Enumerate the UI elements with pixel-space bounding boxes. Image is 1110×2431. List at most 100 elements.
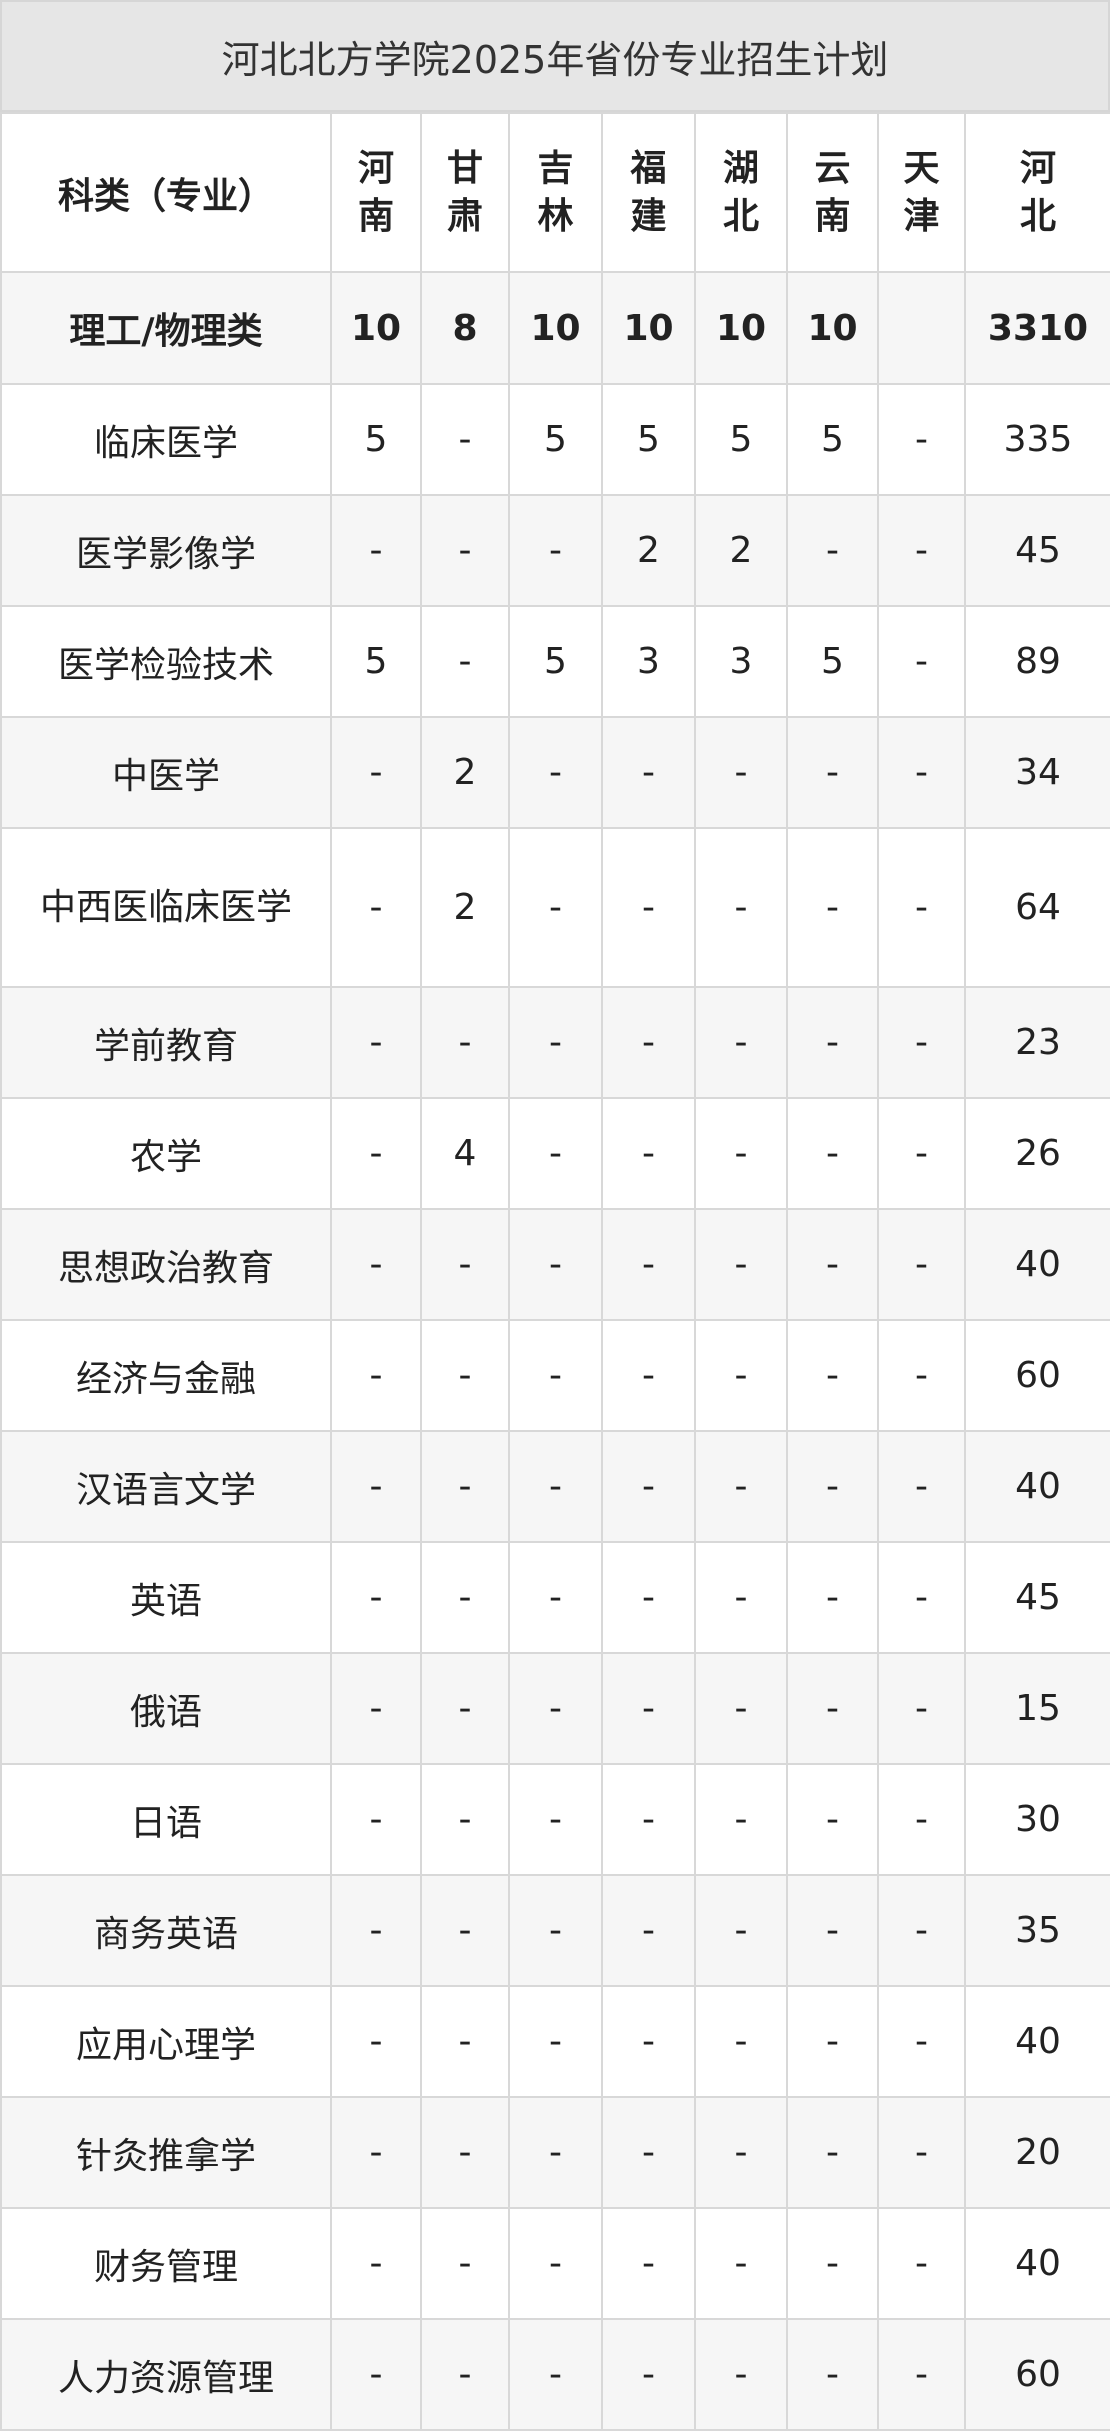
- quota-cell: -: [877, 1985, 966, 2098]
- quota-cell: -: [694, 1430, 788, 1543]
- quota-cell: -: [694, 1985, 788, 2098]
- quota-cell: 5: [330, 605, 422, 718]
- quota-cell: -: [330, 1208, 422, 1321]
- quota-cell: 34: [964, 716, 1110, 829]
- major-name: 农学: [0, 1097, 332, 1210]
- quota-cell: -: [508, 2318, 603, 2431]
- column-header-province: 湖 北: [694, 112, 788, 273]
- quota-cell: -: [877, 494, 966, 607]
- quota-cell: -: [601, 1763, 696, 1876]
- column-header-province: 河 北: [964, 112, 1110, 273]
- quota-cell: -: [786, 2207, 879, 2320]
- quota-cell: 3: [601, 605, 696, 718]
- quota-cell: -: [694, 716, 788, 829]
- table-row: 中医学 -2- - - - -34: [0, 716, 1110, 829]
- quota-cell: -: [508, 1763, 603, 1876]
- quota-cell: 40: [964, 1208, 1110, 1321]
- quota-cell: -: [508, 986, 603, 1099]
- major-name: 中医学: [0, 716, 332, 829]
- quota-cell: -: [508, 1097, 603, 1210]
- quota-cell: -: [508, 1874, 603, 1987]
- table-row: 商务英语 - - - - - - -35: [0, 1874, 1110, 1987]
- table-row: 经济与金融 - - - - - - -60: [0, 1319, 1110, 1432]
- quota-cell: -: [508, 1541, 603, 1654]
- major-name: 临床医学: [0, 383, 332, 496]
- quota-cell: -: [786, 2318, 879, 2431]
- quota-cell: -: [601, 827, 696, 988]
- quota-cell: -: [508, 494, 603, 607]
- quota-cell: -: [330, 716, 422, 829]
- table-row: 中西医临床医学 -2- - - - -64: [0, 827, 1110, 988]
- quota-cell: -: [694, 1652, 788, 1765]
- quota-cell: 35: [964, 1874, 1110, 1987]
- quota-cell: -: [420, 383, 510, 496]
- quota-cell: 10: [330, 271, 422, 385]
- quota-cell: -: [694, 2096, 788, 2209]
- quota-cell: -: [786, 1208, 879, 1321]
- quota-cell: -: [420, 2207, 510, 2320]
- table-row: 应用心理学 - - - - - - -40: [0, 1985, 1110, 2098]
- major-name: 思想政治教育: [0, 1208, 332, 1321]
- quota-cell: -: [694, 2207, 788, 2320]
- quota-cell: -: [877, 2207, 966, 2320]
- quota-cell: -: [786, 2096, 879, 2209]
- quota-cell: -: [786, 1319, 879, 1432]
- quota-cell: -: [877, 1763, 966, 1876]
- column-header-province: 河 南: [330, 112, 422, 273]
- quota-cell: -: [601, 1874, 696, 1987]
- quota-cell: 60: [964, 1319, 1110, 1432]
- quota-cell: 20: [964, 2096, 1110, 2209]
- quota-cell: 23: [964, 986, 1110, 1099]
- quota-cell: -: [330, 1874, 422, 1987]
- quota-cell: -: [508, 1208, 603, 1321]
- quota-cell: 64: [964, 827, 1110, 988]
- quota-cell: -: [508, 1319, 603, 1432]
- quota-cell: -: [330, 2096, 422, 2209]
- major-name: 针灸推拿学: [0, 2096, 332, 2209]
- quota-cell: -: [877, 2096, 966, 2209]
- column-header-province: 福 建: [601, 112, 696, 273]
- quota-cell: -: [330, 2318, 422, 2431]
- quota-cell: -: [601, 1430, 696, 1543]
- quota-cell: -: [877, 1874, 966, 1987]
- quota-cell: -: [694, 1763, 788, 1876]
- quota-cell: -: [420, 1208, 510, 1321]
- quota-cell: -: [601, 2318, 696, 2431]
- quota-cell: -: [694, 2318, 788, 2431]
- table-row: 俄语 - - - - - - -15: [0, 1652, 1110, 1765]
- quota-cell: 45: [964, 494, 1110, 607]
- table-row: 思想政治教育 - - - - - - -40: [0, 1208, 1110, 1321]
- quota-cell: -: [420, 494, 510, 607]
- table-row: 临床医学 5-5 5 5 5-335: [0, 383, 1110, 496]
- quota-cell: -: [330, 1541, 422, 1654]
- quota-cell: -: [330, 827, 422, 988]
- table-row: 医学影像学 - - -2 2- -45: [0, 494, 1110, 607]
- table-title: 河北北方学院2025年省份专业招生计划: [0, 0, 1110, 112]
- quota-cell: -: [601, 1208, 696, 1321]
- quota-cell: -: [877, 827, 966, 988]
- quota-cell: -: [330, 1430, 422, 1543]
- quota-cell: -: [420, 1319, 510, 1432]
- quota-cell: 5: [786, 383, 879, 496]
- quota-cell: -: [508, 2096, 603, 2209]
- quota-cell: -: [877, 1319, 966, 1432]
- quota-cell: 10: [601, 271, 696, 385]
- column-header-province: 吉 林: [508, 112, 603, 273]
- quota-cell: 40: [964, 2207, 1110, 2320]
- quota-cell: -: [330, 1652, 422, 1765]
- quota-cell: -: [601, 2096, 696, 2209]
- quota-cell: -: [694, 1208, 788, 1321]
- quota-cell: -: [786, 1874, 879, 1987]
- quota-cell: -: [694, 1319, 788, 1432]
- quota-cell: -: [601, 1097, 696, 1210]
- quota-cell: -: [877, 1097, 966, 1210]
- quota-cell: -: [877, 383, 966, 496]
- quota-cell: -: [786, 986, 879, 1099]
- quota-cell: 2: [694, 494, 788, 607]
- quota-cell: 60: [964, 2318, 1110, 2431]
- quota-cell: -: [420, 986, 510, 1099]
- quota-cell: -: [420, 1541, 510, 1654]
- quota-cell: -: [601, 1652, 696, 1765]
- major-name: 医学检验技术: [0, 605, 332, 718]
- major-name: 英语: [0, 1541, 332, 1654]
